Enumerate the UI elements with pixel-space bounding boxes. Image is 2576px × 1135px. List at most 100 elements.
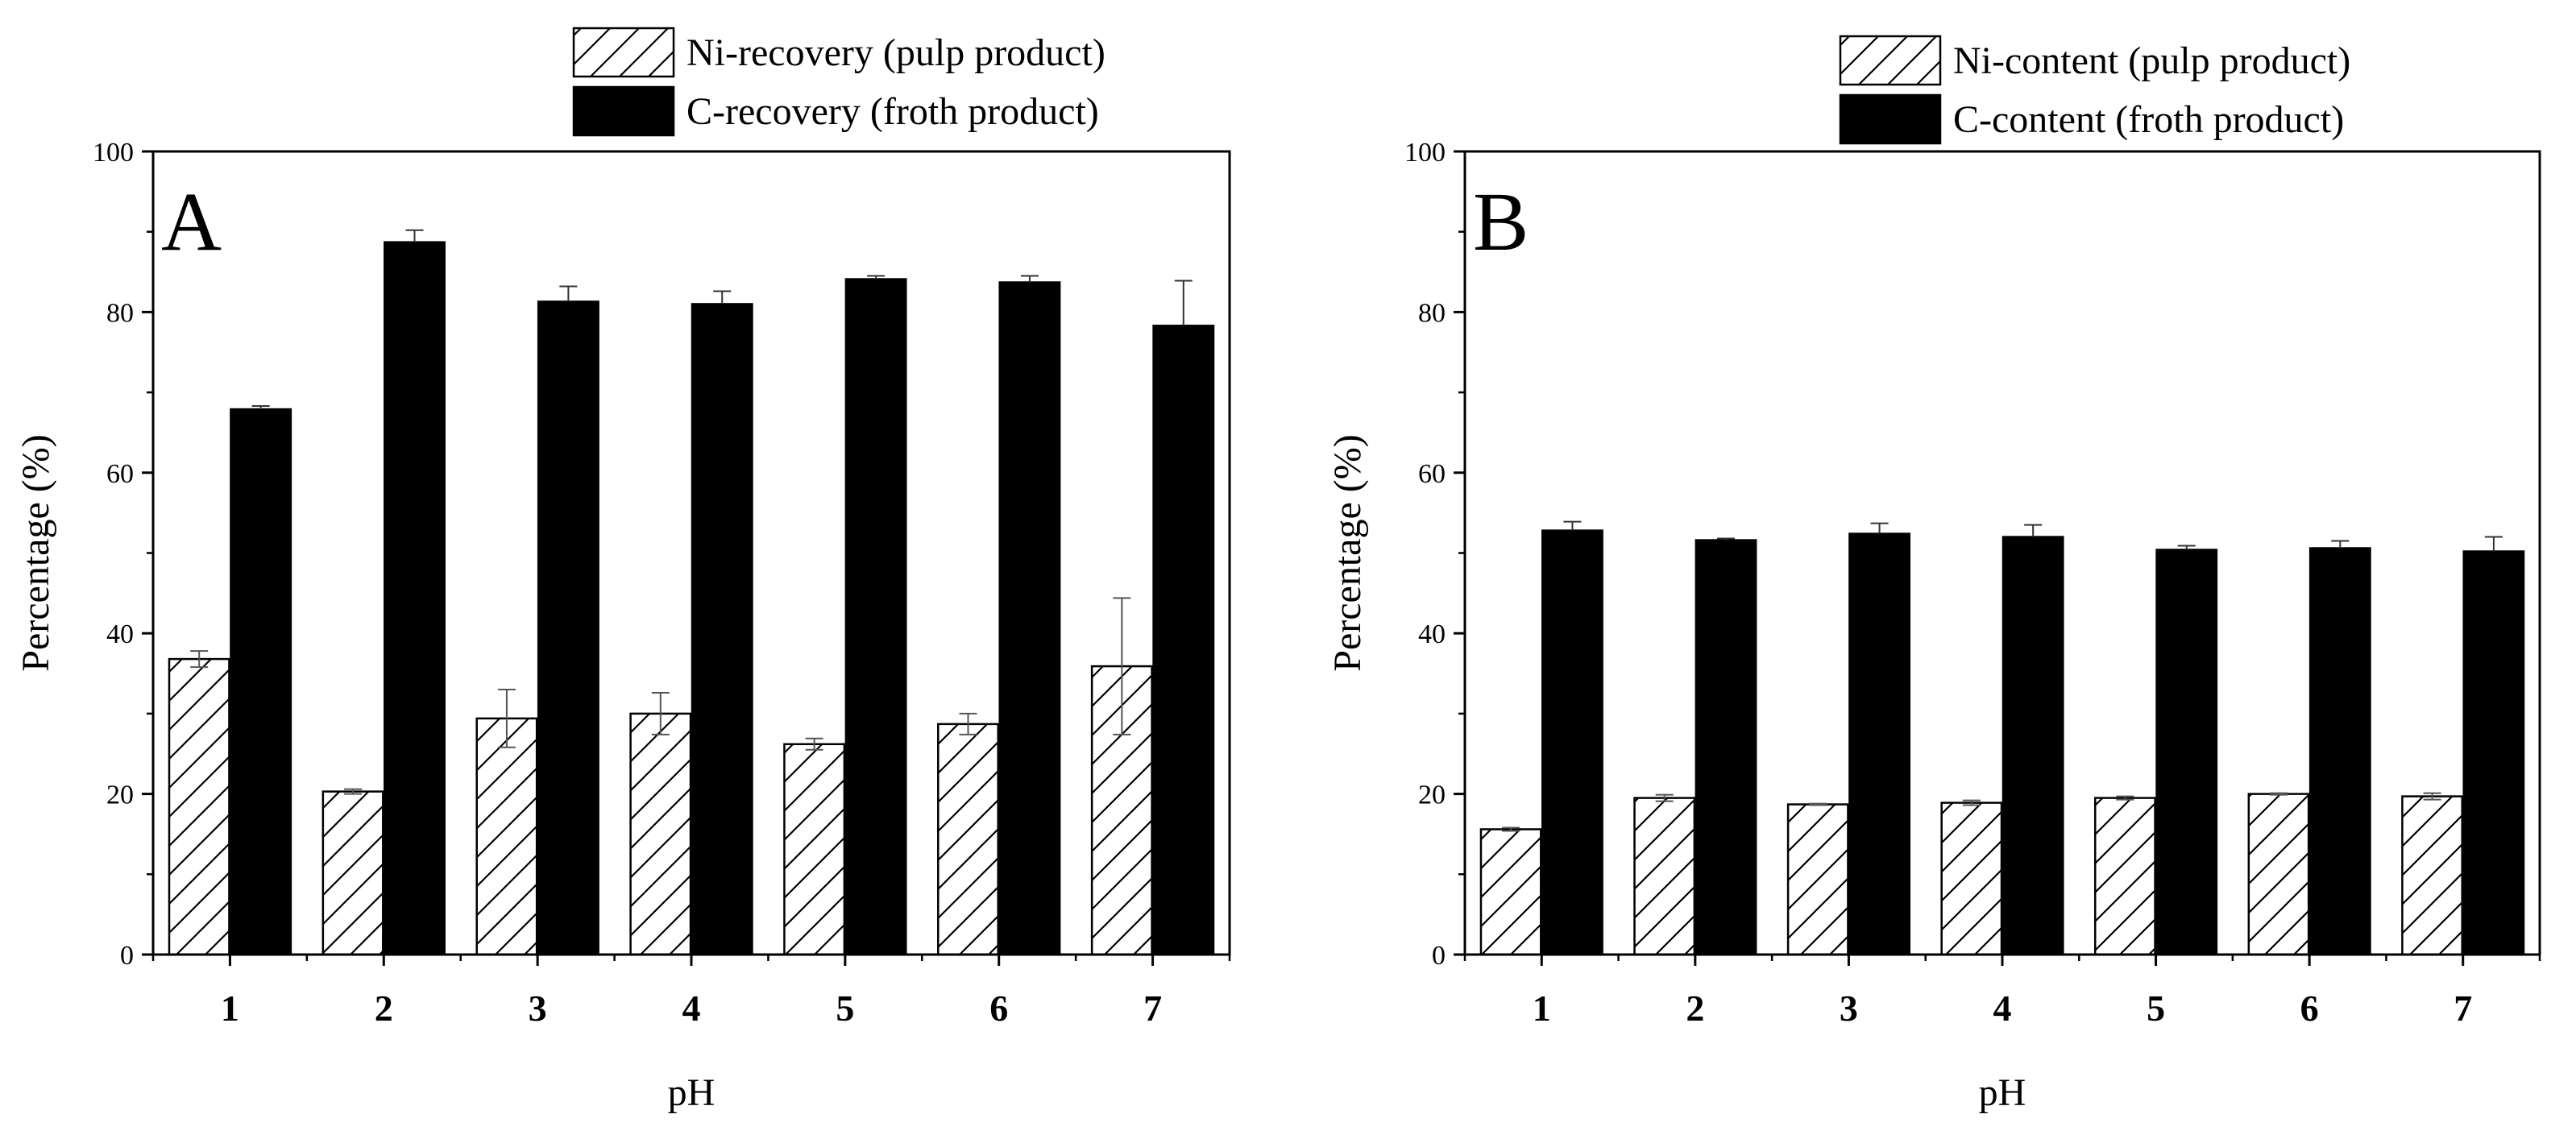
bar-ni-ph5 [783, 743, 846, 956]
bar-ni-ph6 [937, 723, 999, 956]
error-bar-c-ph6 [1020, 275, 1039, 283]
error-bar-ni-ph3 [497, 688, 516, 748]
y-tick-label: 20 [106, 781, 134, 810]
bar-c-ph5 [844, 278, 907, 956]
legend-label-c: C-content (froth product) [1953, 98, 2344, 141]
error-bar-c-ph3 [1870, 522, 1889, 534]
x-tick-label-ph5: 5 [2147, 988, 2165, 1029]
legend-swatch-ni [1839, 35, 1942, 86]
y-tick-label: 40 [106, 619, 134, 649]
legend-label-ni: Ni-content (pulp product) [1953, 39, 2350, 82]
bar-ni-ph6 [2247, 793, 2310, 956]
x-tick-label-ph4: 4 [1993, 988, 2012, 1029]
legend-swatch-c [572, 85, 675, 137]
legend: Ni-recovery (pulp product) C-recovery (fr… [572, 27, 1105, 137]
panel-label: A [161, 176, 222, 268]
legend: Ni-content (pulp product) C-content (frot… [1839, 35, 2350, 145]
bar-c-ph5 [2155, 549, 2218, 956]
bar-c-ph6 [2308, 547, 2371, 956]
legend-swatch-c [1839, 93, 1942, 145]
error-bar-c-ph2 [405, 229, 424, 242]
error-bar-c-ph3 [559, 285, 578, 302]
error-bar-c-ph7 [2484, 536, 2503, 552]
legend-label-ni: Ni-recovery (pulp product) [687, 31, 1105, 74]
legend-swatch-ni [572, 27, 675, 78]
y-tick-label: 100 [1404, 138, 1446, 168]
error-bar-c-ph1 [251, 405, 270, 410]
bar-c-ph2 [384, 241, 446, 956]
error-bar-c-ph2 [1717, 537, 1736, 541]
chart-panel-a: 0 20 40 60 80 100 1 2 3 4 5 6 7 pH Percentage (%) A Ni-r… [15, 27, 1231, 1114]
y-axis-title: Percentage (%) [15, 434, 57, 672]
error-bar-ni-ph1 [1502, 826, 1520, 832]
error-bar-c-ph4 [713, 290, 732, 304]
x-tick-label-ph3: 3 [529, 988, 547, 1029]
y-tick-label: 0 [120, 941, 134, 971]
x-tick-label-ph1: 1 [1533, 988, 1551, 1029]
x-tick-label-ph5: 5 [836, 988, 854, 1029]
bar-c-ph7 [1152, 325, 1215, 956]
x-axis-title: pH [1979, 1071, 2026, 1114]
error-bar-ni-ph7 [2423, 792, 2441, 801]
chart-panel-b: 0 20 40 60 80 100 1 2 3 4 5 6 7 pH Percentage (%) B Ni-c… [1326, 35, 2541, 1114]
x-tick-label-ph1: 1 [221, 988, 239, 1029]
y-tick-label: 40 [1418, 619, 1446, 649]
x-tick-label-ph7: 7 [2454, 988, 2472, 1029]
bar-ni-ph2 [1633, 797, 1696, 956]
x-tick-label-ph6: 6 [989, 988, 1008, 1029]
bar-ni-ph4 [629, 712, 692, 956]
legend-label-c: C-recovery (froth product) [687, 90, 1099, 133]
error-bar-c-ph1 [1563, 520, 1582, 531]
x-tick-label-ph2: 2 [375, 988, 393, 1029]
error-bar-ni-ph2 [1655, 793, 1674, 802]
error-bar-c-ph5 [2177, 545, 2196, 550]
x-tick-label-ph2: 2 [1686, 988, 1704, 1029]
bar-c-ph1 [1541, 529, 1603, 956]
error-bar-ni-ph5 [2116, 795, 2134, 801]
bar-c-ph6 [998, 281, 1061, 956]
error-bar-ni-ph7 [1113, 597, 1131, 735]
error-bar-c-ph5 [867, 275, 886, 280]
bar-c-ph4 [2001, 536, 2064, 956]
bar-c-ph4 [691, 303, 753, 956]
y-tick-label: 80 [1418, 298, 1446, 328]
error-bar-c-ph6 [2331, 540, 2350, 549]
bar-c-ph1 [230, 408, 292, 956]
error-bar-ni-ph2 [344, 788, 363, 795]
bar-c-ph3 [537, 300, 599, 956]
bar-ni-ph7 [2401, 795, 2463, 956]
error-bar-ni-ph4 [651, 691, 670, 735]
error-bar-c-ph4 [2024, 524, 2043, 537]
x-tick-label-ph6: 6 [2300, 988, 2319, 1029]
bar-c-ph7 [2462, 550, 2525, 956]
error-bar-ni-ph4 [1962, 799, 1981, 806]
x-tick-label-ph7: 7 [1143, 988, 1162, 1029]
bar-c-ph3 [1848, 532, 1911, 956]
bar-ni-ph3 [1786, 803, 1849, 956]
bar-ni-ph3 [475, 717, 538, 956]
bar-c-ph2 [1695, 539, 1757, 956]
bar-ni-ph1 [1479, 828, 1542, 956]
y-tick-label: 60 [1418, 459, 1446, 489]
bar-ni-ph1 [168, 657, 230, 956]
y-tick-label: 100 [93, 138, 134, 168]
bar-ni-ph4 [1940, 802, 2003, 956]
error-bar-ni-ph6 [959, 712, 977, 735]
y-tick-label: 60 [106, 459, 134, 489]
panel-label: B [1473, 176, 1529, 268]
error-bar-ni-ph6 [2269, 792, 2288, 796]
error-bar-ni-ph5 [805, 737, 823, 751]
y-tick-label: 80 [106, 298, 134, 328]
error-bar-ni-ph3 [1809, 802, 1827, 806]
bar-ni-ph5 [2093, 797, 2156, 956]
x-axis-title: pH [668, 1071, 716, 1114]
y-axis-title: Percentage (%) [1326, 434, 1369, 672]
error-bar-ni-ph1 [190, 650, 209, 669]
x-tick-label-ph4: 4 [682, 988, 701, 1029]
bar-ni-ph2 [321, 790, 384, 956]
error-bar-c-ph7 [1174, 280, 1193, 326]
y-tick-label: 20 [1418, 781, 1446, 810]
y-tick-label: 0 [1432, 941, 1446, 971]
